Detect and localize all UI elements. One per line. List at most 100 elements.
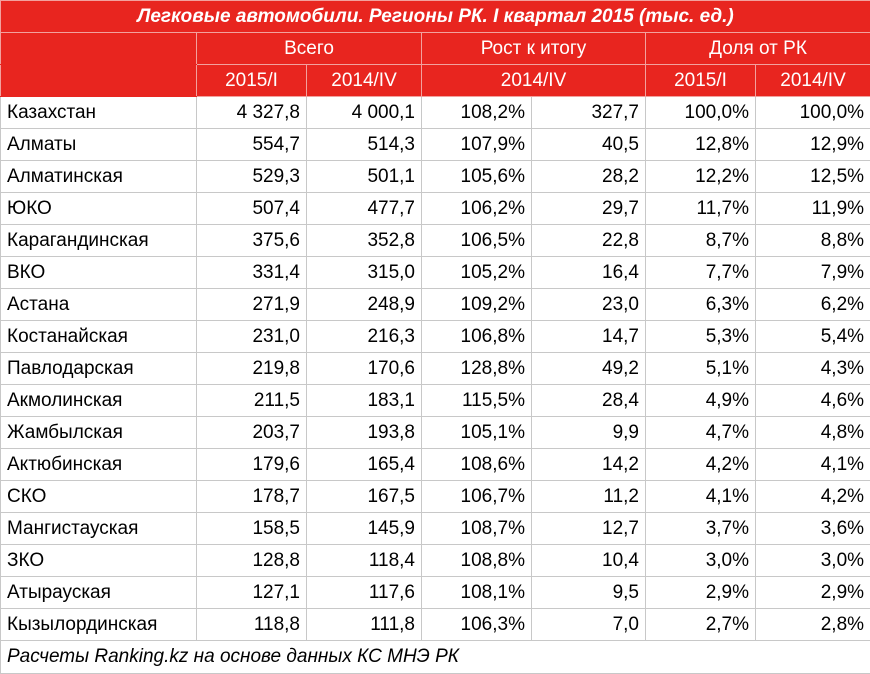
growth-pct-cell: 106,3% — [421, 608, 532, 641]
growth-pct-cell: 108,1% — [421, 576, 532, 609]
table-row: Актюбинская 179,6 165,4 108,6% 14,2 4,2% 4,1% — [0, 448, 870, 481]
region-cell: Костанайская — [0, 320, 197, 353]
growth-abs-cell: 49,2 — [531, 352, 646, 385]
total-2015-i-cell: 4 327,8 — [196, 96, 307, 129]
growth-abs-cell: 29,7 — [531, 192, 646, 225]
share-2015-i-cell: 100,0% — [645, 96, 756, 129]
region-cell: Астана — [0, 288, 197, 321]
share-2015-i-cell: 11,7% — [645, 192, 756, 225]
share-2015-i-cell: 3,0% — [645, 544, 756, 577]
total-2015-i-cell: 507,4 — [196, 192, 307, 225]
growth-pct-cell: 105,2% — [421, 256, 532, 289]
total-2014-iv-cell: 352,8 — [306, 224, 422, 257]
total-2015-i-cell: 529,3 — [196, 160, 307, 193]
total-2014-iv-cell: 315,0 — [306, 256, 422, 289]
growth-abs-cell: 14,2 — [531, 448, 646, 481]
share-2014-iv-cell: 3,6% — [754, 512, 870, 545]
region-cell: ЮКО — [0, 192, 197, 225]
region-cell: Акмолинская — [0, 384, 197, 417]
share-2014-iv-cell: 8,8% — [754, 224, 870, 257]
region-cell: Павлодарская — [0, 352, 197, 385]
table-row: Жамбылская 203,7 193,8 105,1% 9,9 4,7% 4,8% — [0, 416, 870, 449]
sub-header-share-2015-i: 2015/I — [645, 64, 756, 97]
region-cell: Алматы — [0, 128, 197, 161]
header-blank-cell — [0, 32, 197, 65]
growth-pct-cell: 105,1% — [421, 416, 532, 449]
share-2015-i-cell: 4,2% — [645, 448, 756, 481]
total-2014-iv-cell: 183,1 — [306, 384, 422, 417]
total-2014-iv-cell: 117,6 — [306, 576, 422, 609]
table-row: Карагандинская 375,6 352,8 106,5% 22,8 8,7% 8,… — [0, 224, 870, 257]
table-row: ВКО 331,4 315,0 105,2% 16,4 7,7% 7,9% — [0, 256, 870, 289]
share-2015-i-cell: 7,7% — [645, 256, 756, 289]
share-2014-iv-cell: 100,0% — [754, 96, 870, 129]
total-2015-i-cell: 179,6 — [196, 448, 307, 481]
growth-abs-cell: 28,2 — [531, 160, 646, 193]
region-cell: ВКО — [0, 256, 197, 289]
total-2015-i-cell: 158,5 — [196, 512, 307, 545]
table-body: Казахстан 4 327,8 4 000,1 108,2% 327,7 100,0%… — [0, 96, 870, 641]
share-2015-i-cell: 8,7% — [645, 224, 756, 257]
total-2015-i-cell: 118,8 — [196, 608, 307, 641]
sub-header-growth-2014-iv: 2014/IV — [421, 64, 646, 97]
share-2014-iv-cell: 4,3% — [754, 352, 870, 385]
footnote: Расчеты Ranking.kz на основе данных КС М… — [0, 640, 870, 674]
total-2015-i-cell: 231,0 — [196, 320, 307, 353]
growth-abs-cell: 28,4 — [531, 384, 646, 417]
sub-header-share-2014-iv: 2014/IV — [754, 64, 870, 97]
group-header-share: Доля от РК — [644, 32, 870, 65]
share-2015-i-cell: 12,2% — [645, 160, 756, 193]
region-cell: Казахстан — [0, 96, 197, 129]
region-cell: СКО — [0, 480, 197, 513]
total-2015-i-cell: 203,7 — [196, 416, 307, 449]
sub-header-total-2014-iv: 2014/IV — [306, 64, 422, 97]
share-2014-iv-cell: 3,0% — [754, 544, 870, 577]
total-2015-i-cell: 128,8 — [196, 544, 307, 577]
table-row: ЮКО 507,4 477,7 106,2% 29,7 11,7% 11,9% — [0, 192, 870, 225]
share-2015-i-cell: 4,7% — [645, 416, 756, 449]
growth-abs-cell: 7,0 — [531, 608, 646, 641]
region-cell: Жамбылская — [0, 416, 197, 449]
table-row: Алматинская 529,3 501,1 105,6% 28,2 12,2% 12,5… — [0, 160, 870, 193]
total-2015-i-cell: 271,9 — [196, 288, 307, 321]
region-cell: Атырауская — [0, 576, 197, 609]
group-header-total: Всего — [196, 32, 422, 65]
growth-abs-cell: 10,4 — [531, 544, 646, 577]
total-2014-iv-cell: 167,5 — [306, 480, 422, 513]
growth-pct-cell: 106,2% — [421, 192, 532, 225]
total-2015-i-cell: 375,6 — [196, 224, 307, 257]
share-2014-iv-cell: 2,9% — [754, 576, 870, 609]
total-2014-iv-cell: 165,4 — [306, 448, 422, 481]
growth-abs-cell: 9,5 — [531, 576, 646, 609]
total-2014-iv-cell: 514,3 — [306, 128, 422, 161]
growth-abs-cell: 40,5 — [531, 128, 646, 161]
table-row: СКО 178,7 167,5 106,7% 11,2 4,1% 4,2% — [0, 480, 870, 513]
share-2015-i-cell: 5,1% — [645, 352, 756, 385]
growth-pct-cell: 109,2% — [421, 288, 532, 321]
growth-abs-cell: 23,0 — [531, 288, 646, 321]
share-2014-iv-cell: 4,6% — [754, 384, 870, 417]
region-cell: Алматинская — [0, 160, 197, 193]
share-2014-iv-cell: 12,9% — [754, 128, 870, 161]
table-title-row: Легковые автомобили. Регионы РК. I кварт… — [0, 0, 870, 33]
region-cell: ЗКО — [0, 544, 197, 577]
table-title: Легковые автомобили. Регионы РК. I кварт… — [0, 0, 870, 33]
share-2015-i-cell: 5,3% — [645, 320, 756, 353]
growth-pct-cell: 106,5% — [421, 224, 532, 257]
group-header-growth: Рост к итогу — [421, 32, 646, 65]
table-row: Павлодарская 219,8 170,6 128,8% 49,2 5,1% 4,3% — [0, 352, 870, 385]
table-row: ЗКО 128,8 118,4 108,8% 10,4 3,0% 3,0% — [0, 544, 870, 577]
growth-pct-cell: 108,6% — [421, 448, 532, 481]
region-cell: Кызылординская — [0, 608, 197, 641]
region-cell: Актюбинская — [0, 448, 197, 481]
share-2015-i-cell: 6,3% — [645, 288, 756, 321]
total-2014-iv-cell: 501,1 — [306, 160, 422, 193]
share-2014-iv-cell: 12,5% — [754, 160, 870, 193]
total-2014-iv-cell: 145,9 — [306, 512, 422, 545]
share-2015-i-cell: 12,8% — [645, 128, 756, 161]
growth-pct-cell: 106,8% — [421, 320, 532, 353]
footnote-row: Расчеты Ranking.kz на основе данных КС М… — [0, 640, 870, 674]
share-2014-iv-cell: 4,2% — [754, 480, 870, 513]
region-cell: Карагандинская — [0, 224, 197, 257]
total-2014-iv-cell: 477,7 — [306, 192, 422, 225]
